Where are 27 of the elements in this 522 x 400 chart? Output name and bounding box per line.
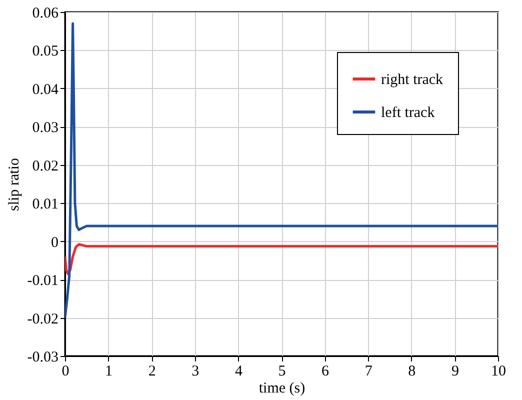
line-series: [65, 22, 498, 320]
y-tick-label: 0.04: [32, 82, 59, 98]
y-tick-label: -0.03: [27, 350, 58, 366]
legend-label: left track: [381, 105, 436, 121]
y-tick-label: 0.01: [32, 196, 58, 213]
line-series: [65, 243, 498, 276]
y-axis-title: slip ratio: [6, 158, 22, 211]
x-axis-title: time (s): [258, 380, 306, 396]
y-tick-label: -0.01: [27, 273, 58, 290]
x-tick-label: 5: [278, 364, 286, 380]
y-tick-label: 0.05: [32, 44, 58, 60]
y-tick-label: 0.02: [32, 158, 58, 174]
y-tick-label: 0.03: [32, 120, 58, 136]
x-tick-label: 0: [62, 364, 70, 380]
x-tick-label: 9: [451, 364, 459, 380]
x-tick-label: 10: [491, 364, 506, 380]
y-tick-label: 0: [51, 234, 58, 251]
x-tick-label: 1: [105, 364, 113, 380]
y-tick-label: 0.06: [32, 6, 59, 22]
x-tick-label: 4: [234, 364, 243, 380]
legend-label: right track: [381, 72, 444, 88]
x-tick-label: 8: [408, 364, 416, 380]
x-tick-label: 3: [192, 364, 200, 380]
x-tick-label: 7: [364, 364, 373, 380]
x-tick-label: 2: [148, 364, 156, 380]
y-tick-label: -0.02: [27, 311, 58, 328]
x-tick-label: 6: [322, 364, 330, 380]
